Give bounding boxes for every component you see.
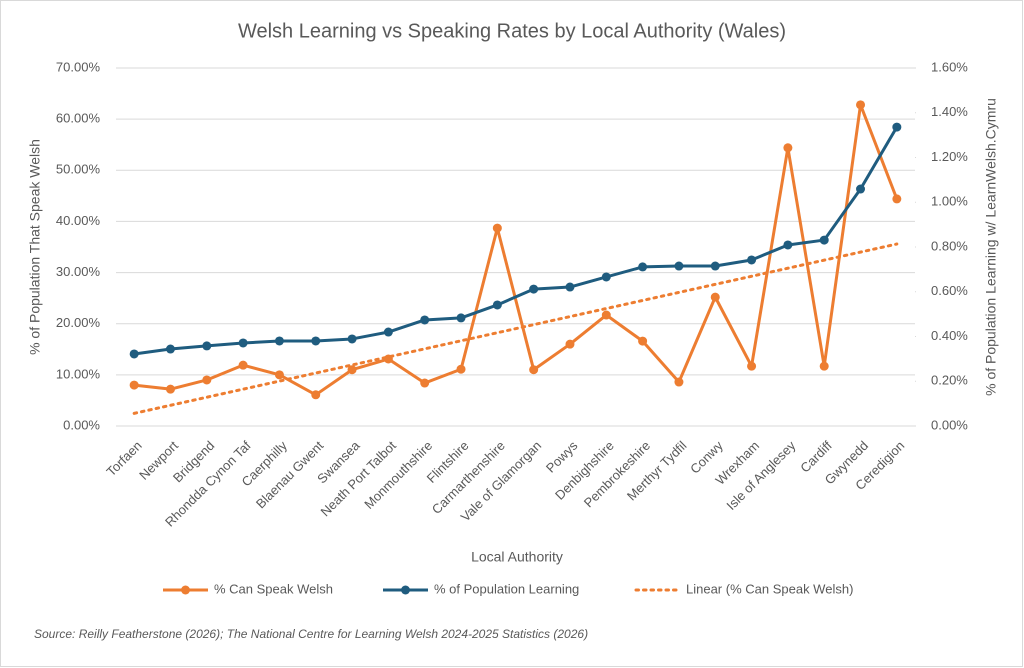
data-point xyxy=(892,122,902,132)
data-point xyxy=(892,194,902,204)
y2-tick-label: 1.60% xyxy=(931,59,968,74)
data-point xyxy=(311,336,321,346)
y2-tick-label: 0.40% xyxy=(931,328,968,343)
data-point xyxy=(601,310,611,320)
source-note: Source: Reilly Featherstone (2026); The … xyxy=(34,627,588,641)
data-point xyxy=(165,384,175,394)
y2-tick-label: 0.80% xyxy=(931,238,968,253)
data-point xyxy=(202,375,212,385)
data-point xyxy=(347,365,357,375)
data-point xyxy=(456,364,466,374)
data-point xyxy=(565,339,575,349)
data-point xyxy=(674,261,684,271)
data-point xyxy=(129,380,139,390)
legend-label: % Can Speak Welsh xyxy=(214,581,333,596)
legend-marker xyxy=(181,585,190,595)
y2-axis-title: % of Population Learning w/ LearnWelsh.C… xyxy=(983,98,999,396)
y2-tick-label: 0.60% xyxy=(931,283,968,298)
data-point xyxy=(238,338,248,348)
data-point xyxy=(856,184,866,194)
data-point xyxy=(202,341,212,351)
legend-label: % of Population Learning xyxy=(434,581,579,596)
data-point xyxy=(529,365,539,375)
data-point xyxy=(819,235,829,245)
data-point xyxy=(601,272,611,282)
data-point xyxy=(492,223,502,233)
data-point xyxy=(747,255,757,265)
data-point xyxy=(783,143,793,153)
data-point xyxy=(383,327,393,337)
data-point xyxy=(856,100,866,110)
y-tick-label: 0.00% xyxy=(63,417,100,432)
legend-label: Linear (% Can Speak Welsh) xyxy=(686,581,853,596)
legend-marker xyxy=(401,585,410,595)
data-point xyxy=(529,284,539,294)
data-point xyxy=(311,390,321,400)
y-tick-label: 60.00% xyxy=(56,111,101,126)
data-point xyxy=(492,300,502,310)
y2-tick-label: 0.00% xyxy=(931,417,968,432)
data-point xyxy=(347,334,357,344)
data-point xyxy=(238,360,248,370)
data-point xyxy=(638,262,648,272)
y2-tick-label: 1.20% xyxy=(931,149,968,164)
series-line xyxy=(133,126,899,356)
data-point xyxy=(747,361,757,371)
data-point xyxy=(129,349,139,359)
x-axis-title: Local Authority xyxy=(471,549,563,565)
data-point xyxy=(165,344,175,354)
y-tick-label: 50.00% xyxy=(56,162,101,177)
data-point xyxy=(710,292,720,302)
data-point xyxy=(383,354,393,364)
y-axis-title: % of Population That Speak Welsh xyxy=(27,139,43,355)
trendline xyxy=(132,242,899,415)
data-point xyxy=(674,377,684,387)
y-tick-label: 70.00% xyxy=(56,59,101,74)
data-point xyxy=(456,313,466,323)
data-point xyxy=(274,370,284,380)
data-point xyxy=(783,240,793,250)
data-point xyxy=(420,315,430,325)
data-point xyxy=(638,336,648,346)
y-tick-label: 10.00% xyxy=(56,366,101,381)
data-point xyxy=(420,378,430,388)
data-point xyxy=(274,336,284,346)
y2-tick-label: 1.00% xyxy=(931,194,968,209)
y2-tick-label: 0.20% xyxy=(931,373,968,388)
y2-tick-label: 1.40% xyxy=(931,104,968,119)
y-tick-label: 30.00% xyxy=(56,264,101,279)
y-tick-label: 20.00% xyxy=(56,315,101,330)
data-point xyxy=(565,282,575,292)
chart-title: Welsh Learning vs Speaking Rates by Loca… xyxy=(238,20,786,42)
series-line xyxy=(133,103,899,397)
y-tick-label: 40.00% xyxy=(56,213,101,228)
data-point xyxy=(819,361,829,371)
data-point xyxy=(710,261,720,271)
